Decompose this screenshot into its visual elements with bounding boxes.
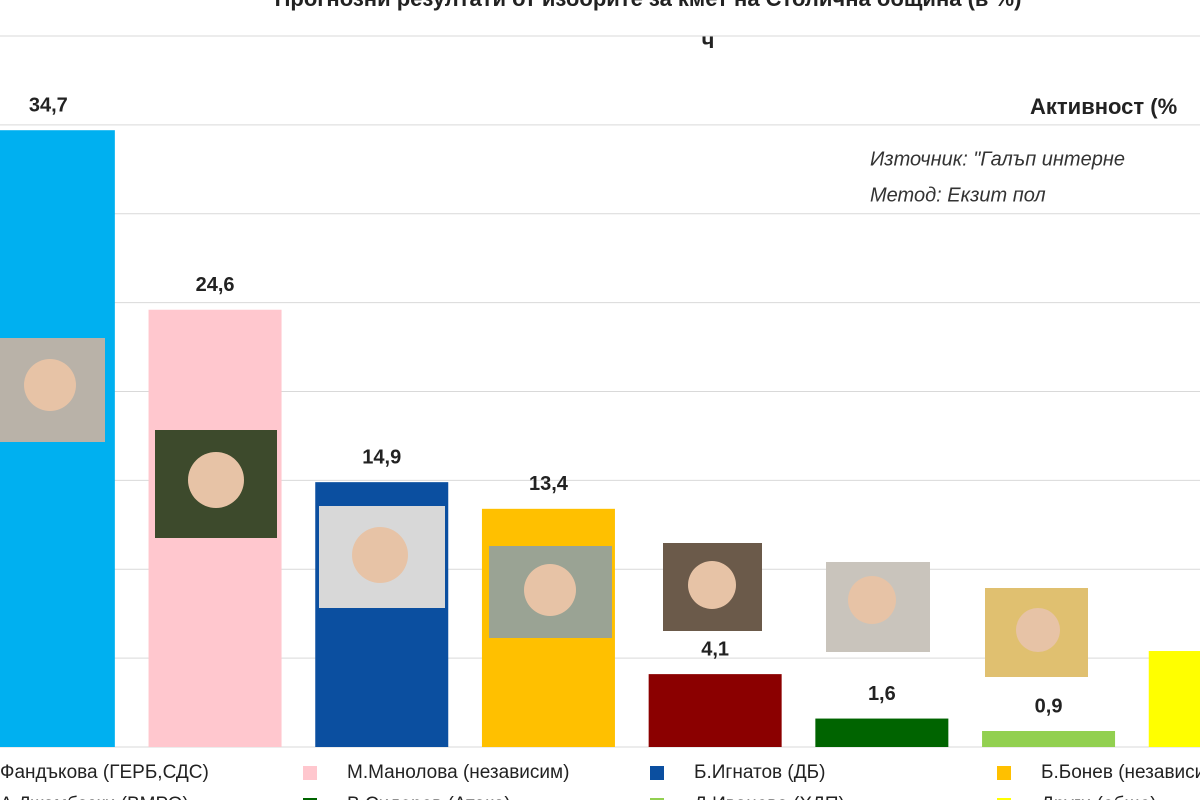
method-note: Метод: Екзит пол bbox=[870, 184, 1046, 206]
chart-title: Прогнозни резултати от изборите за кмет … bbox=[275, 0, 1022, 11]
legend-swatch bbox=[997, 766, 1011, 780]
photo-face bbox=[848, 576, 896, 624]
photo-face bbox=[688, 561, 736, 609]
candidate-photos bbox=[0, 338, 1088, 677]
bar bbox=[648, 674, 782, 747]
photo-face bbox=[188, 452, 244, 508]
legend-swatch bbox=[650, 798, 664, 800]
bar bbox=[815, 718, 949, 747]
value-label: 24,6 bbox=[196, 274, 235, 296]
legend-swatch bbox=[997, 798, 1011, 800]
turnout-note: Активност (% bbox=[1030, 94, 1177, 119]
value-label: 13,4 bbox=[529, 473, 569, 495]
legend-label: Други (общо) bbox=[1041, 794, 1157, 800]
value-label: 14,9 bbox=[362, 446, 401, 468]
legend-label: Б.Игнатов (ДБ) bbox=[694, 762, 825, 783]
legend-label: М.Манолова (независим) bbox=[347, 762, 569, 783]
bar bbox=[982, 731, 1116, 747]
legend-label: А.Джамбазки (ВМРО) bbox=[0, 794, 189, 800]
photo-face bbox=[24, 359, 76, 411]
legend-label: В.Сидеров (Атака) bbox=[347, 794, 511, 800]
value-label: 4,1 bbox=[701, 638, 729, 660]
legend-swatch bbox=[303, 766, 317, 780]
value-label: 0,9 bbox=[1035, 695, 1063, 717]
legend-label: Б.Бонев (независим) bbox=[1041, 762, 1200, 783]
photo-face bbox=[1016, 608, 1060, 652]
legend-swatch bbox=[650, 766, 664, 780]
legend-label: Д.Иванова (ХДП) bbox=[694, 794, 845, 800]
bar bbox=[1148, 651, 1200, 747]
value-label: 1,6 bbox=[868, 683, 896, 705]
photo-face bbox=[524, 564, 576, 616]
source-note: Източник: "Галъп интерне bbox=[870, 148, 1125, 170]
photo-face bbox=[352, 527, 408, 583]
legend-label: Фандъкова (ГЕРБ,СДС) bbox=[0, 762, 209, 783]
chart-subtitle: ч bbox=[702, 28, 715, 53]
value-label: 34,7 bbox=[29, 94, 68, 116]
legend-swatch bbox=[303, 798, 317, 800]
